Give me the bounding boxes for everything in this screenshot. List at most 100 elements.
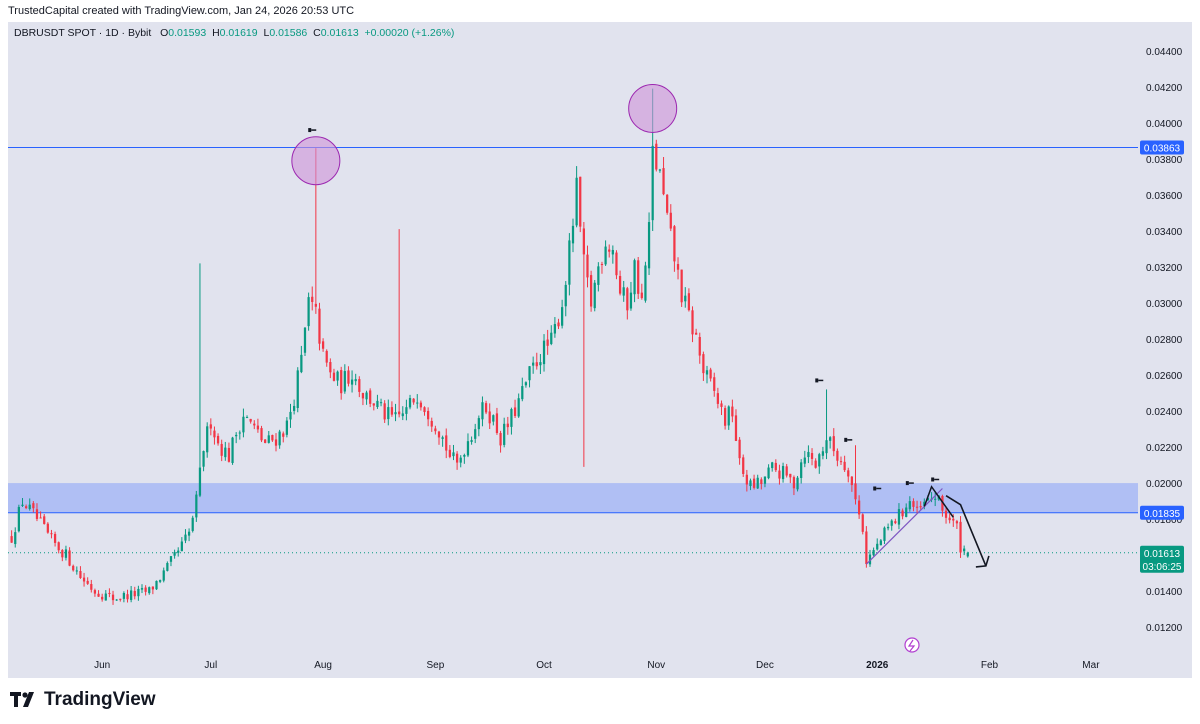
candle-body — [271, 434, 274, 441]
chart-pane[interactable] — [8, 22, 1192, 678]
candle-body — [481, 402, 484, 420]
y-tick-label: 0.02600 — [1146, 371, 1183, 382]
candle-body — [789, 473, 792, 478]
candle-body — [829, 437, 832, 441]
candle-body — [209, 424, 212, 429]
candle-body — [506, 423, 509, 428]
projection-arrowhead — [975, 555, 990, 568]
candle-body — [948, 517, 951, 521]
candle-body — [401, 413, 404, 417]
x-tick-label: Nov — [647, 660, 665, 671]
candle-body — [963, 548, 966, 552]
candle-body — [912, 501, 915, 507]
candle-body — [553, 324, 557, 334]
candle-body — [32, 503, 35, 509]
candle-body — [850, 476, 854, 486]
candle-body — [651, 145, 654, 221]
candle-body — [43, 516, 46, 524]
candle-body — [876, 543, 879, 550]
candle-body — [727, 406, 730, 426]
candle-body — [532, 362, 535, 366]
candle-body — [274, 439, 278, 446]
candle-body — [513, 407, 517, 416]
candle-body — [372, 403, 375, 406]
candle-body — [756, 477, 759, 489]
candle-body — [448, 449, 451, 457]
candle-body — [546, 339, 549, 346]
candle-body — [600, 264, 604, 266]
change-value: +0.00020 (+1.26%) — [364, 27, 455, 39]
candle-body — [669, 212, 672, 229]
candle-body — [445, 435, 448, 451]
candle-body — [405, 407, 408, 414]
candle-body — [430, 420, 433, 427]
candle-body — [455, 453, 459, 463]
y-tick-label: 0.04400 — [1146, 47, 1183, 58]
projection-path — [945, 495, 987, 567]
candle-body — [347, 370, 350, 384]
candle-body — [517, 398, 520, 417]
candle-body — [571, 225, 575, 244]
candle-body — [611, 250, 614, 255]
x-tick-label: Jul — [204, 660, 217, 671]
candle-body — [260, 428, 263, 441]
candle-body — [622, 287, 625, 296]
x-tick-label: 2026 — [866, 660, 889, 671]
candle-body — [872, 550, 875, 556]
open-value: 0.01593 — [168, 27, 207, 39]
candle-body — [477, 418, 480, 430]
candle-body — [575, 177, 578, 226]
candle-body — [745, 474, 748, 485]
close-label: C — [313, 27, 321, 39]
candle-body — [843, 461, 846, 471]
close-value: 0.01613 — [320, 27, 359, 39]
candle-body — [752, 478, 756, 488]
candle-body — [854, 483, 857, 500]
candle-body — [568, 240, 571, 285]
candle-body — [191, 517, 194, 531]
x-tick-label: Feb — [981, 660, 999, 671]
candle-body — [767, 467, 770, 479]
candle-body — [886, 526, 890, 529]
candle-body — [72, 565, 75, 571]
high-value: 0.01619 — [219, 27, 258, 39]
pattern-zigzag — [923, 485, 954, 518]
candle-body — [419, 402, 423, 408]
candle-body — [169, 556, 173, 562]
lightning-icon — [904, 637, 920, 653]
candle-body — [39, 517, 42, 519]
candle-body — [774, 462, 777, 471]
candle-body — [905, 507, 908, 517]
candle-body — [314, 303, 317, 307]
y-tick-label: 0.04200 — [1146, 83, 1183, 94]
candle-body — [474, 429, 477, 439]
candle-body — [499, 432, 502, 446]
candle-body — [177, 550, 180, 553]
fractal-marker-1 — [815, 378, 819, 383]
candle-body — [684, 295, 687, 302]
tradingview-logo[interactable]: TradingView — [10, 689, 156, 711]
candle-body — [350, 379, 354, 385]
level-badge-label-1: 0.01835 — [1144, 509, 1181, 520]
candle-body — [894, 521, 897, 524]
candle-body — [879, 540, 882, 546]
candle-body — [944, 510, 948, 518]
candle-body — [702, 354, 705, 374]
candle-body — [151, 586, 154, 590]
candle-body — [495, 413, 499, 434]
candle-body — [126, 594, 129, 600]
candle-body — [503, 423, 506, 445]
candle-body — [484, 403, 488, 413]
candle-body — [79, 571, 82, 578]
candle-body — [303, 327, 307, 353]
candle-body — [398, 411, 401, 415]
candle-body — [807, 451, 810, 458]
candle-body — [535, 362, 538, 367]
candle-body — [166, 562, 169, 571]
candle-body — [915, 506, 919, 508]
candle-body — [133, 590, 136, 597]
candle-body — [383, 403, 386, 420]
candle-body — [814, 460, 817, 468]
low-label: L — [263, 27, 270, 39]
